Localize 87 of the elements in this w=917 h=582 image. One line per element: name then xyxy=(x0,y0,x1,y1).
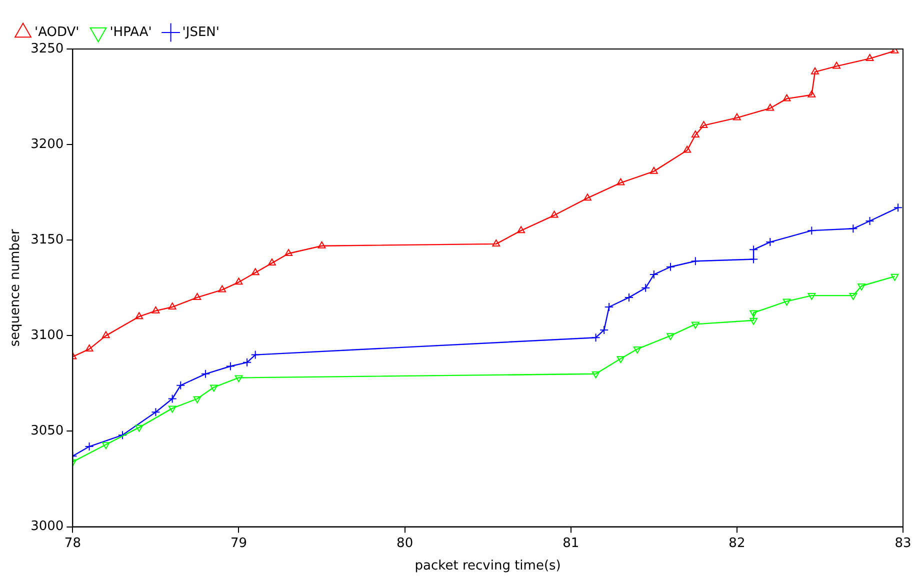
x-tick-label: 81 xyxy=(562,536,580,551)
point xyxy=(690,256,700,266)
point xyxy=(102,442,110,450)
point xyxy=(782,94,791,102)
point xyxy=(691,130,700,138)
point xyxy=(284,249,293,256)
x-tick-label: 80 xyxy=(396,536,414,551)
point xyxy=(318,241,326,248)
point xyxy=(782,298,791,306)
point xyxy=(732,113,741,120)
point xyxy=(808,90,816,98)
point xyxy=(890,274,899,281)
point xyxy=(691,322,700,329)
point xyxy=(168,394,177,404)
point xyxy=(517,226,526,234)
x-tick-label: 78 xyxy=(64,536,81,551)
point xyxy=(201,369,210,378)
point xyxy=(641,283,650,292)
point xyxy=(193,292,202,300)
point xyxy=(666,333,674,340)
point xyxy=(666,262,676,272)
point xyxy=(700,120,708,128)
point xyxy=(152,306,160,314)
point xyxy=(84,442,94,452)
point xyxy=(135,424,144,432)
point xyxy=(168,406,176,413)
point xyxy=(624,292,634,302)
point xyxy=(766,238,775,247)
point xyxy=(683,146,692,153)
y-tick-label: 3000 xyxy=(30,519,64,534)
point xyxy=(749,245,758,254)
x-tick-label: 79 xyxy=(230,536,248,551)
legend-label: 'AODV' xyxy=(34,24,80,40)
point xyxy=(811,67,819,74)
x-tick-label: 82 xyxy=(728,536,746,551)
point xyxy=(102,331,110,338)
point xyxy=(749,254,758,264)
point xyxy=(866,54,874,62)
x-axis-title: packet recving time(s) xyxy=(414,558,561,574)
point xyxy=(193,396,202,404)
point xyxy=(118,430,128,440)
legend-label: 'JSEN' xyxy=(182,24,220,40)
point xyxy=(250,350,260,360)
point xyxy=(151,408,160,417)
point xyxy=(600,325,609,334)
point xyxy=(750,318,758,325)
legend-label: 'HPAA' xyxy=(110,24,152,40)
point xyxy=(135,312,144,320)
x-tick-label: 83 xyxy=(894,536,912,551)
y-tick-label: 3150 xyxy=(30,232,64,248)
point xyxy=(633,346,642,354)
point xyxy=(808,293,816,300)
y-axis-title: sequence number xyxy=(8,228,24,347)
point xyxy=(85,344,94,352)
y-tick-label: 3200 xyxy=(30,136,64,152)
point xyxy=(616,356,625,364)
point xyxy=(766,104,774,111)
point xyxy=(849,293,858,300)
y-tick-label: 3250 xyxy=(30,41,64,56)
point xyxy=(832,62,841,69)
point xyxy=(592,371,600,378)
point xyxy=(591,333,600,342)
point xyxy=(234,278,243,285)
point xyxy=(865,216,874,226)
point xyxy=(584,194,592,201)
point xyxy=(268,258,276,266)
point xyxy=(210,384,218,392)
point xyxy=(226,362,235,371)
point xyxy=(242,358,252,367)
point xyxy=(750,310,758,318)
y-tick-label: 3050 xyxy=(30,424,64,439)
point xyxy=(218,285,226,292)
point xyxy=(894,203,903,212)
point xyxy=(650,166,658,174)
point xyxy=(616,178,625,186)
point xyxy=(858,283,866,290)
point xyxy=(234,375,243,382)
point xyxy=(251,268,260,276)
y-tick-label: 3100 xyxy=(30,328,64,344)
point xyxy=(649,270,658,280)
point xyxy=(492,239,500,246)
point xyxy=(168,302,176,310)
point xyxy=(604,302,614,312)
point xyxy=(550,210,558,218)
point xyxy=(176,380,186,390)
point xyxy=(807,226,816,236)
point xyxy=(848,224,858,234)
